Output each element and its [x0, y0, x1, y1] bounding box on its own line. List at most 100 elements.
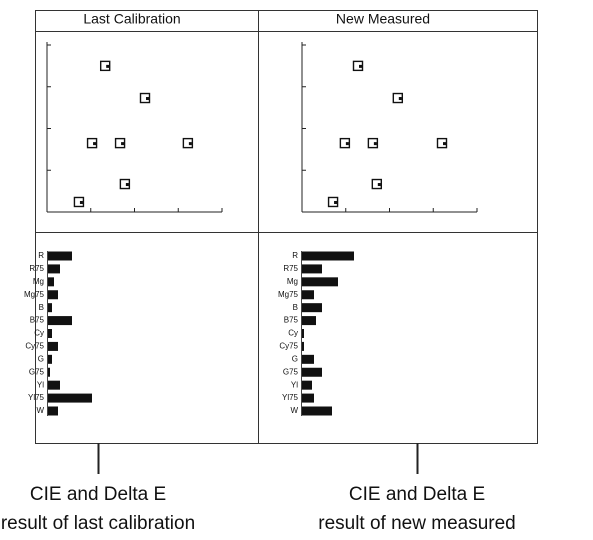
point: [352, 60, 364, 72]
point-dot: [146, 97, 149, 101]
point-dot: [121, 142, 125, 146]
bar: [48, 367, 50, 377]
category-label: Mg: [287, 277, 298, 286]
frame: [35, 10, 538, 444]
category-label: Yl75: [28, 393, 45, 402]
point-dot: [93, 142, 97, 146]
bar: [302, 393, 314, 403]
bar: [302, 380, 312, 390]
point: [73, 196, 85, 208]
bar: [302, 406, 332, 416]
category-label: G: [38, 354, 44, 363]
caption: CIE and Delta E: [30, 484, 166, 505]
bar: [302, 367, 322, 377]
point-dot: [125, 183, 129, 187]
category-label: G75: [283, 367, 299, 376]
category-label: B: [39, 303, 44, 312]
point-box: [114, 137, 126, 149]
point-box: [352, 60, 364, 72]
bar: [302, 251, 354, 261]
bar: [48, 264, 60, 274]
bar: [302, 303, 322, 313]
bar: [48, 341, 58, 351]
bar: [48, 316, 72, 326]
point-dot: [443, 142, 446, 146]
category-label: B75: [284, 316, 299, 325]
bar: [302, 354, 314, 364]
point-box: [392, 92, 404, 104]
bar: [302, 277, 338, 287]
point-box: [99, 60, 111, 72]
category-label: Mg75: [24, 290, 45, 299]
point: [86, 137, 98, 149]
bar: [302, 316, 316, 326]
bar: [302, 329, 304, 338]
point-box: [182, 137, 194, 149]
bar: [48, 380, 60, 390]
point: [139, 92, 151, 104]
category-label: Cy: [34, 329, 44, 338]
point: [99, 60, 111, 72]
bar: [302, 264, 322, 274]
caption: result of last calibration: [1, 513, 195, 534]
category-label: W: [290, 406, 298, 415]
caption: result of new measured: [318, 513, 516, 534]
category-label: Yl: [37, 380, 44, 389]
point-dot: [79, 200, 83, 204]
point-dot: [398, 97, 402, 101]
bar: [48, 393, 92, 403]
bar: [48, 290, 58, 300]
category-label: Yl75: [282, 393, 299, 402]
point-box: [86, 137, 98, 149]
point: [367, 137, 379, 149]
point-box: [436, 137, 448, 149]
bar: [302, 341, 304, 351]
category-label: Mg: [33, 277, 44, 286]
category-label: R75: [29, 264, 44, 273]
category-label: Mg75: [278, 290, 299, 299]
category-label: G: [292, 354, 298, 363]
caption: CIE and Delta E: [349, 484, 485, 505]
point: [436, 137, 448, 149]
bar: [48, 406, 58, 416]
point-box: [73, 196, 85, 208]
point-dot: [345, 142, 349, 146]
category-label: R: [292, 251, 298, 260]
point-box: [339, 137, 351, 149]
point-dot: [377, 183, 381, 187]
panel-title: Last Calibration: [83, 11, 180, 27]
point-box: [327, 196, 339, 208]
category-label: B75: [30, 316, 45, 325]
panel-title: New Measured: [336, 11, 430, 27]
point-box: [367, 137, 379, 149]
point-dot: [373, 142, 377, 146]
point: [182, 137, 194, 149]
bar: [48, 277, 54, 287]
category-label: R75: [283, 264, 298, 273]
point-box: [139, 92, 151, 104]
category-label: Cy: [288, 329, 298, 338]
category-label: R: [38, 251, 44, 260]
point-box: [119, 178, 131, 190]
point-dot: [188, 142, 192, 146]
point: [119, 178, 131, 190]
bar: [48, 354, 52, 364]
point: [339, 137, 351, 149]
point: [114, 137, 126, 149]
category-label: Cy75: [279, 342, 298, 351]
category-label: B: [293, 303, 298, 312]
bar: [302, 290, 314, 300]
bar: [48, 303, 52, 313]
bar: [48, 251, 72, 261]
category-label: G75: [29, 367, 45, 376]
category-label: Yl: [291, 380, 298, 389]
category-label: Cy75: [25, 342, 44, 351]
bar: [48, 329, 52, 338]
point-dot: [359, 64, 362, 68]
category-label: W: [36, 406, 44, 415]
point: [392, 92, 404, 104]
point-box: [371, 178, 383, 190]
point: [371, 178, 383, 190]
